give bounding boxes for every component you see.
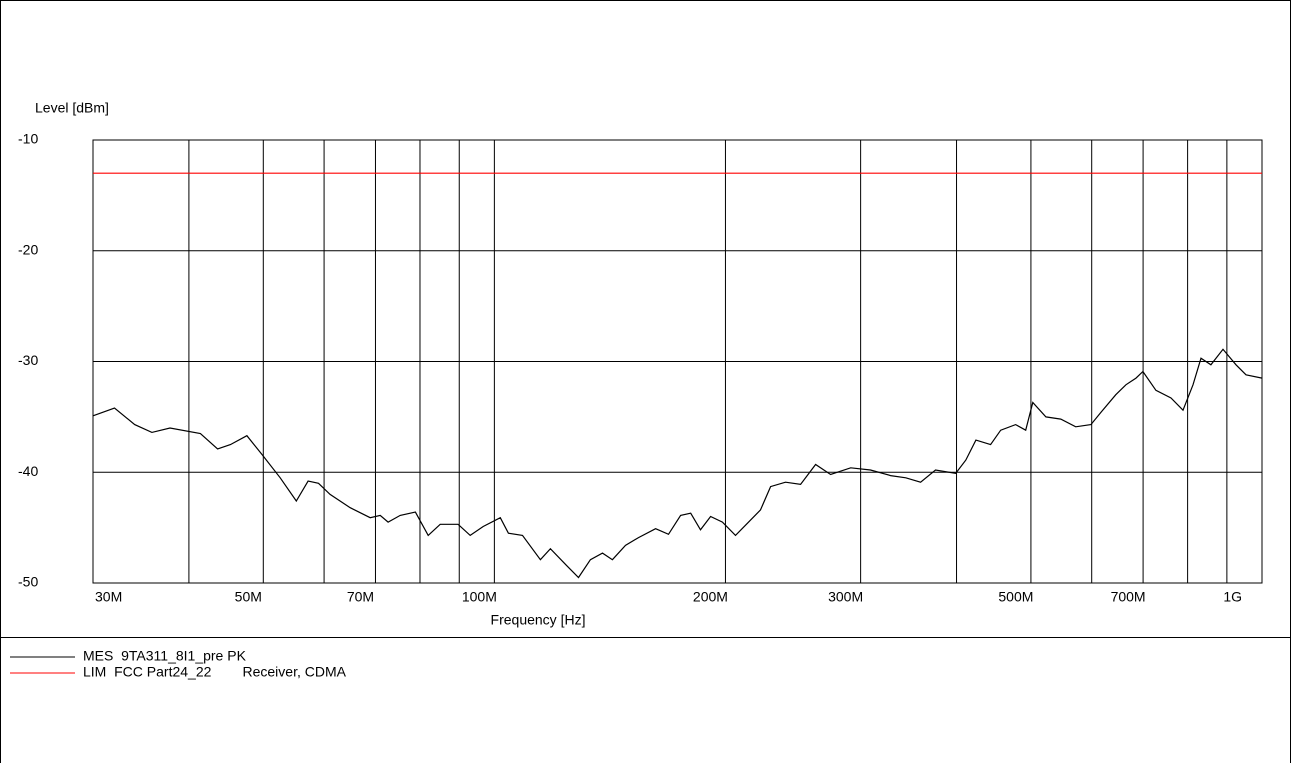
x-tick-label: 100M <box>462 589 497 605</box>
plot-border <box>92 139 1263 584</box>
x-tick-label: 50M <box>235 589 262 605</box>
y-tick-label: -50 <box>18 574 38 590</box>
legend-label: MES 9TA311_8I1_pre PK <box>83 648 247 664</box>
x-tick-label: 300M <box>828 589 863 605</box>
x-tick-label: 500M <box>998 589 1033 605</box>
series-line <box>92 348 1263 579</box>
x-tick-label: 70M <box>347 589 374 605</box>
legend-label: LIM FCC Part24_22 Receiver, CDMA <box>83 664 347 680</box>
x-tick-label: 1G <box>1223 589 1242 605</box>
y-tick-label: -40 <box>18 463 38 479</box>
y-tick-label: -20 <box>18 241 38 257</box>
y-axis-label: Level [dBm] <box>35 100 109 116</box>
x-tick-label: 30M <box>95 589 122 605</box>
x-axis-label: Frequency [Hz] <box>491 612 586 628</box>
x-tick-label: 200M <box>693 589 728 605</box>
y-tick-label: -30 <box>18 352 38 368</box>
x-tick-label: 700M <box>1111 589 1146 605</box>
y-tick-label: -10 <box>18 131 38 147</box>
